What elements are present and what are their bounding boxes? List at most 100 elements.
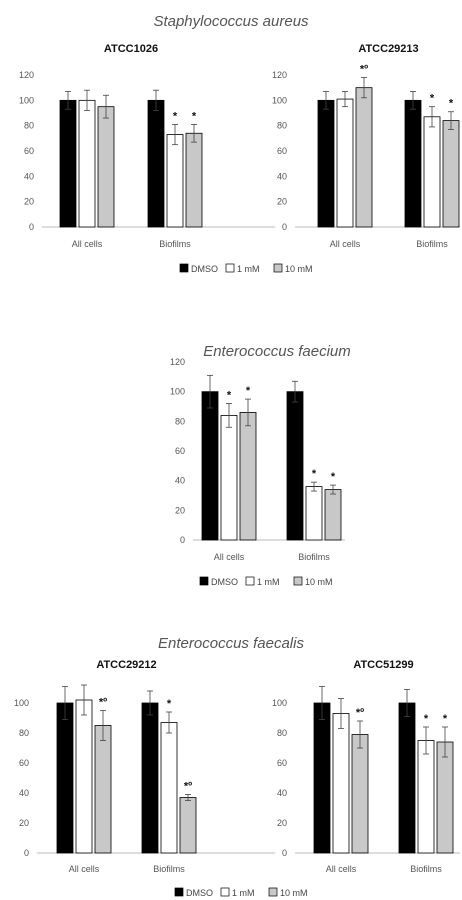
bar [147,99,165,228]
y-tick-label: 0 [282,222,287,232]
bar [336,98,354,228]
y-tick-label: 20 [19,818,29,828]
legend-swatch [225,263,235,273]
panel-subtitle: ATCC29212 [96,659,156,671]
y-tick-label: 100 [272,698,287,708]
y-tick-label: 20 [175,505,185,515]
y-tick-label: 40 [277,171,287,181]
bar [179,797,197,854]
y-tick-label: 0 [282,848,287,858]
legend-swatch [293,576,303,586]
legend-label: 10 mM [280,888,308,898]
y-tick-label: 40 [24,171,34,181]
category-label: All cells [330,239,361,249]
significance-mark: *º [356,707,364,719]
category-label: All cells [214,552,245,562]
y-tick-label: 120 [170,357,185,367]
y-tick-label: 80 [277,121,287,131]
y-tick-label: 100 [14,698,29,708]
bar [404,99,422,228]
y-tick-label: 40 [277,788,287,798]
significance-mark: * [331,471,336,483]
bar [423,116,441,228]
bar [160,722,178,854]
legend-swatch [245,576,255,586]
chart-title: Enterococcus faecium [203,343,351,360]
bar [201,391,219,541]
significance-mark: * [449,98,454,110]
legend-swatch [220,887,230,897]
significance-mark: * [430,93,435,105]
significance-mark: *º [184,781,192,793]
y-tick-label: 40 [19,788,29,798]
bar [442,120,460,228]
bar [417,740,435,854]
significance-mark: * [443,713,448,725]
panel-2: 0 20 40 60 80 100 120 ATCC29213 *º All cells * * Bio… [272,43,460,249]
y-tick-label: 0 [29,222,34,232]
significance-mark: * [424,713,429,725]
panel-subtitle: ATCC1026 [104,43,158,55]
legend-swatch [273,263,283,273]
category-label: Biofilms [416,239,448,249]
bar [78,99,96,228]
chart-title: Staphylococcus aureus [153,13,309,30]
category-label: All cells [72,239,103,249]
legend-label: DMSO [211,577,238,587]
y-tick-label: 80 [24,121,34,131]
y-tick-label: 60 [175,446,185,456]
legend: DMSO 1 mM 10 mM [174,887,308,898]
legend-label: 10 mM [285,264,313,274]
y-tick-label: 60 [277,758,287,768]
category-label: Biofilms [298,552,330,562]
significance-mark: * [227,390,232,402]
bar [355,87,373,228]
significance-mark: * [246,385,251,397]
legend: DMSO 1 mM 10 mM [179,263,313,274]
category-label: Biofilms [159,239,191,249]
y-tick-label: 80 [277,728,287,738]
y-tick-label: 100 [170,387,185,397]
panel-1: 0 20 40 60 80 100 ATCC29212 *º All cells * *º Biofi… [14,659,275,874]
significance-mark: * [173,110,178,122]
bar [436,741,454,854]
legend-label: 1 mM [237,264,260,274]
bar [286,391,304,541]
y-tick-label: 80 [19,728,29,738]
panel-subtitle: ATCC29213 [358,43,418,55]
y-tick-label: 100 [19,95,34,105]
y-tick-label: 0 [24,848,29,858]
legend: DMSO 1 mM 10 mM [199,576,333,587]
y-tick-label: 0 [180,535,185,545]
chart-3: Enterococcus faecalis 0 20 40 60 80 100 ATCC292… [14,635,460,898]
significance-mark: * [312,468,317,480]
y-tick-label: 60 [19,758,29,768]
y-tick-label: 20 [24,197,34,207]
bar [59,99,77,228]
y-tick-label: 60 [24,146,34,156]
bar [324,489,342,541]
legend-swatch [268,887,278,897]
y-tick-label: 100 [272,95,287,105]
panel-subtitle: ATCC51299 [353,659,413,671]
significance-mark: * [192,110,197,122]
y-tick-label: 120 [272,70,287,80]
y-tick-label: 60 [277,146,287,156]
bar [141,702,159,854]
bar [313,702,331,854]
chart-title: Enterococcus faecalis [158,635,304,652]
y-tick-label: 80 [175,416,185,426]
category-label: All cells [69,864,100,874]
bar [75,699,93,854]
legend-swatch [179,263,189,273]
bar [305,486,323,541]
bar [56,702,74,854]
significance-mark: *º [99,697,107,709]
panel-1: 0 20 40 60 80 100 120 * * All cells * * Biofilms [170,357,345,562]
panel-1: 0 20 40 60 80 100 120 ATCC1026 All cells * * Biofil… [19,43,275,249]
y-tick-label: 20 [277,197,287,207]
bar [166,134,184,228]
bar [94,725,112,854]
y-tick-label: 20 [277,818,287,828]
